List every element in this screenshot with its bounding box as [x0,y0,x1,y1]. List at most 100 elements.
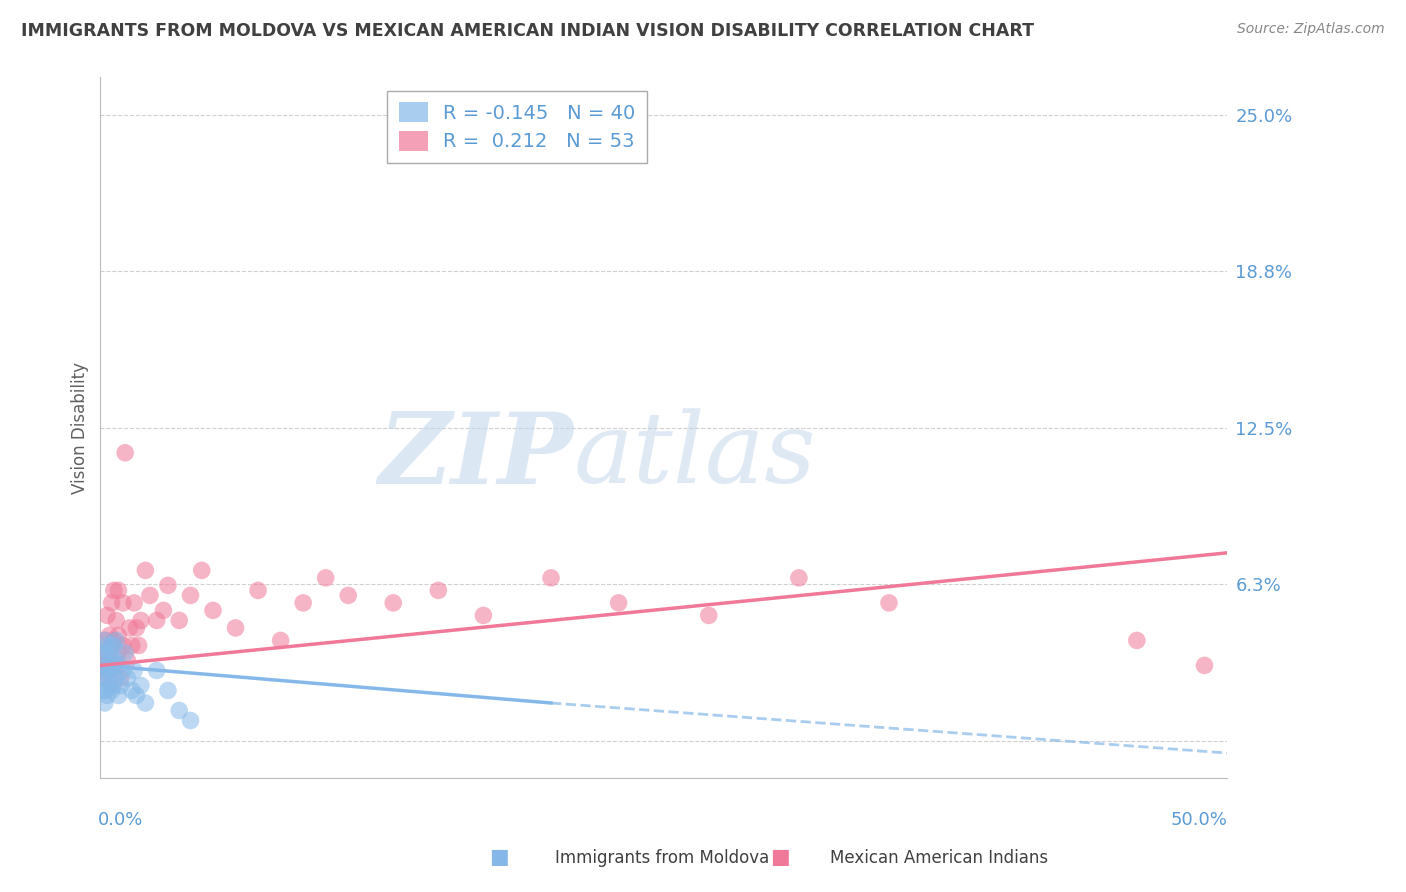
Point [91,671,114,685]
Point [100,653,122,667]
Text: Immigrants from Moldova: Immigrants from Moldova [555,849,769,867]
Point [167,614,190,628]
Point [292,596,315,610]
Point [100,639,122,653]
Point [121,683,143,698]
Point [134,696,156,710]
Point [94,683,117,698]
Point [96,671,118,685]
Point [98,664,121,678]
Point [472,608,495,623]
Text: ■: ■ [770,847,790,867]
Point [91,646,114,660]
Point [787,571,810,585]
Point [111,639,134,653]
Point [118,621,141,635]
Point [103,583,125,598]
Point [382,596,405,610]
Point [125,689,148,703]
Point [100,639,122,653]
Point [145,664,167,678]
Point [607,596,630,610]
Point [107,689,129,703]
Point [179,588,201,602]
Point [129,678,152,692]
Point [1126,633,1149,648]
Point [98,678,121,692]
Point [103,658,125,673]
Point [152,603,174,617]
Point [134,563,156,577]
Text: Source: ZipAtlas.com: Source: ZipAtlas.com [1237,22,1385,37]
Point [105,671,128,685]
Text: 50.0%: 50.0% [1170,811,1227,829]
Point [225,621,247,635]
Point [156,683,179,698]
Point [94,633,117,648]
Point [117,653,139,667]
Text: IMMIGRANTS FROM MOLDOVA VS MEXICAN AMERICAN INDIAN VISION DISABILITY CORRELATION: IMMIGRANTS FROM MOLDOVA VS MEXICAN AMERI… [21,22,1033,40]
Point [1194,658,1216,673]
Text: ZIP: ZIP [378,408,574,504]
Text: Mexican American Indians: Mexican American Indians [830,849,1047,867]
Point [96,639,118,653]
Point [122,596,145,610]
Point [103,633,125,648]
Point [190,563,212,577]
Point [96,689,118,703]
Point [105,653,128,667]
Point [103,639,125,653]
Legend: R = -0.145   N = 40, R =  0.212   N = 53: R = -0.145 N = 40, R = 0.212 N = 53 [387,91,647,163]
Point [315,571,337,585]
Point [697,608,720,623]
Point [427,583,450,598]
Point [270,633,292,648]
Point [111,596,134,610]
Point [91,658,114,673]
Point [139,588,162,602]
Point [877,596,900,610]
Point [96,658,118,673]
Point [121,639,143,653]
Point [105,658,128,673]
Point [110,671,132,685]
Point [98,646,121,660]
Point [94,696,117,710]
Point [96,646,118,660]
Point [128,639,150,653]
Point [337,588,360,602]
Point [100,664,122,678]
Point [156,578,179,592]
Point [105,633,128,648]
Point [94,646,117,660]
Point [129,614,152,628]
Point [107,583,129,598]
Point [145,614,167,628]
Point [98,628,121,642]
Point [91,683,114,698]
Point [114,446,136,460]
Point [98,653,121,667]
Point [110,678,132,692]
Point [96,608,118,623]
Point [125,621,148,635]
Point [167,704,190,718]
Point [100,596,122,610]
Point [202,603,225,617]
Point [114,646,136,660]
Point [100,683,122,698]
Text: 0.0%: 0.0% [98,811,143,829]
Point [107,658,129,673]
Point [96,664,118,678]
Point [107,628,129,642]
Point [105,614,128,628]
Point [122,664,145,678]
Point [94,633,117,648]
Point [94,671,117,685]
Point [107,646,129,660]
Point [117,671,139,685]
Point [540,571,562,585]
Text: ■: ■ [489,847,509,867]
Point [247,583,270,598]
Point [103,678,125,692]
